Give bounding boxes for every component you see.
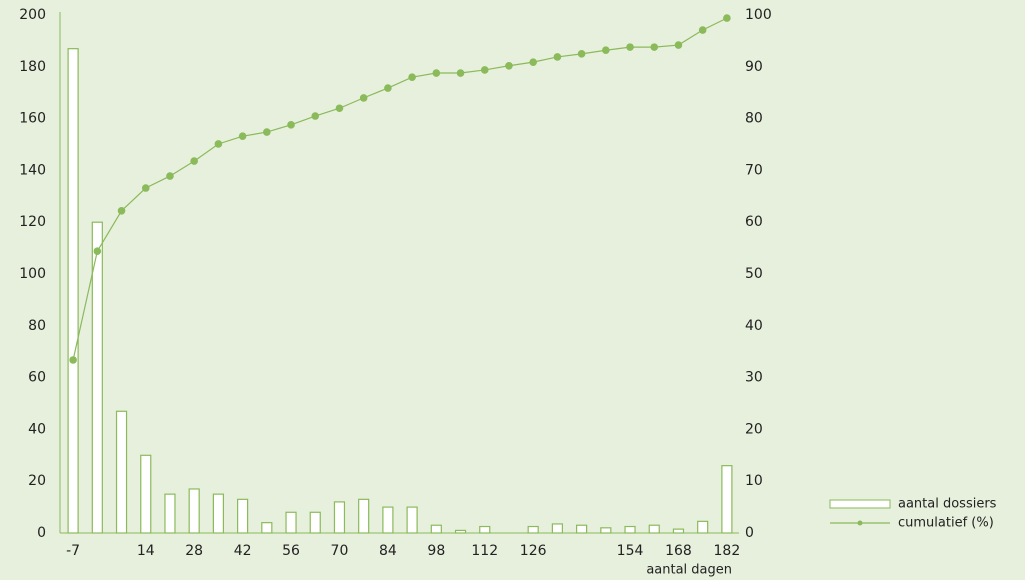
bar: [697, 520, 709, 534]
line-point: [650, 43, 659, 51]
bar: [67, 48, 79, 534]
y-tick-label: 100: [19, 266, 46, 282]
bar: [406, 506, 418, 534]
y-tick-label: 140: [19, 162, 46, 178]
line-point: [335, 104, 344, 113]
y-tick-label: 20: [28, 473, 46, 489]
x-tick-label: 42: [234, 543, 252, 559]
x-tick-label: 154: [617, 543, 644, 559]
bar: [188, 488, 200, 534]
bar: [261, 522, 273, 534]
bar: [479, 525, 491, 534]
line-point: [263, 128, 271, 136]
line-point: [432, 69, 441, 77]
line-point: [674, 41, 683, 49]
bar: [576, 524, 588, 534]
x-tick-label: -7: [66, 543, 80, 559]
bar: [115, 410, 128, 534]
bar: [430, 524, 442, 534]
bar: [672, 528, 685, 534]
x-tick-label: 98: [427, 543, 445, 559]
bar: [212, 493, 224, 534]
bar: [551, 523, 563, 534]
y2-tick-label: 80: [745, 111, 763, 127]
x-tick-label: 84: [379, 543, 397, 559]
bar: [140, 454, 152, 534]
line-point: [408, 73, 416, 81]
y2-tick-label: 60: [745, 214, 763, 230]
line-point: [698, 26, 707, 34]
line-point: [456, 69, 465, 77]
x-tick-label: 70: [331, 543, 349, 559]
line-point: [602, 46, 610, 55]
line-point: [723, 14, 731, 22]
y2-tick-label: 90: [745, 59, 763, 75]
line-point: [117, 207, 126, 215]
y-tick-label: 0: [37, 525, 46, 541]
bar: [648, 524, 660, 534]
legend-swatch: [829, 499, 891, 509]
y2-tick-label: 70: [745, 162, 763, 178]
y-tick-label: 40: [28, 421, 46, 437]
x-axis-label: aantal dagen: [646, 563, 732, 578]
y2-tick-label: 100: [745, 7, 772, 23]
line-point: [480, 66, 489, 74]
line-point: [69, 356, 77, 364]
x-tick-label: 28: [185, 543, 203, 559]
line-point: [287, 121, 295, 129]
line-point: [238, 132, 247, 141]
x-tick-label: 182: [714, 543, 741, 559]
line-point: [529, 58, 537, 66]
line-point: [359, 94, 368, 102]
x-tick-label: 56: [282, 543, 300, 559]
legend-label: cumulatief (%): [898, 516, 994, 531]
bar: [164, 493, 176, 534]
bar: [358, 498, 370, 534]
bar: [527, 525, 539, 534]
y2-tick-label: 0: [745, 525, 754, 541]
bar: [91, 221, 103, 534]
line-point: [311, 112, 320, 120]
line-point: [166, 172, 174, 180]
line-point: [626, 43, 634, 51]
legend-label: aantal dossiers: [898, 497, 997, 512]
x-tick-label: 14: [137, 543, 155, 559]
line-point: [190, 157, 198, 165]
y-tick-label: 120: [19, 214, 46, 230]
line-point: [93, 247, 102, 256]
legend-swatch: [857, 520, 863, 526]
x-tick-label: 168: [665, 543, 692, 559]
bar: [237, 498, 249, 534]
y2-tick-label: 10: [745, 473, 763, 489]
y-tick-label: 160: [19, 111, 46, 127]
y-tick-label: 200: [19, 7, 46, 23]
y2-tick-label: 40: [745, 318, 763, 334]
y-tick-label: 60: [28, 370, 46, 386]
x-tick-label: 112: [471, 543, 498, 559]
line-point: [214, 140, 223, 148]
bar: [333, 501, 346, 534]
y2-tick-label: 50: [745, 266, 763, 282]
line-point: [384, 84, 392, 92]
bar: [454, 529, 467, 534]
x-tick-label: 126: [520, 543, 547, 559]
line-point: [505, 61, 513, 70]
line-point: [141, 184, 150, 192]
y-tick-label: 180: [19, 59, 46, 75]
y2-tick-label: 30: [745, 370, 763, 386]
bar: [624, 525, 636, 534]
y2-tick-label: 20: [745, 421, 763, 437]
bar: [309, 511, 321, 534]
line-point: [577, 50, 586, 58]
bar: [382, 506, 394, 534]
line: [72, 17, 728, 361]
bar: [285, 511, 297, 534]
line-point: [553, 53, 562, 61]
y-tick-label: 80: [28, 318, 46, 334]
bar: [600, 527, 612, 534]
bar: [721, 465, 733, 534]
